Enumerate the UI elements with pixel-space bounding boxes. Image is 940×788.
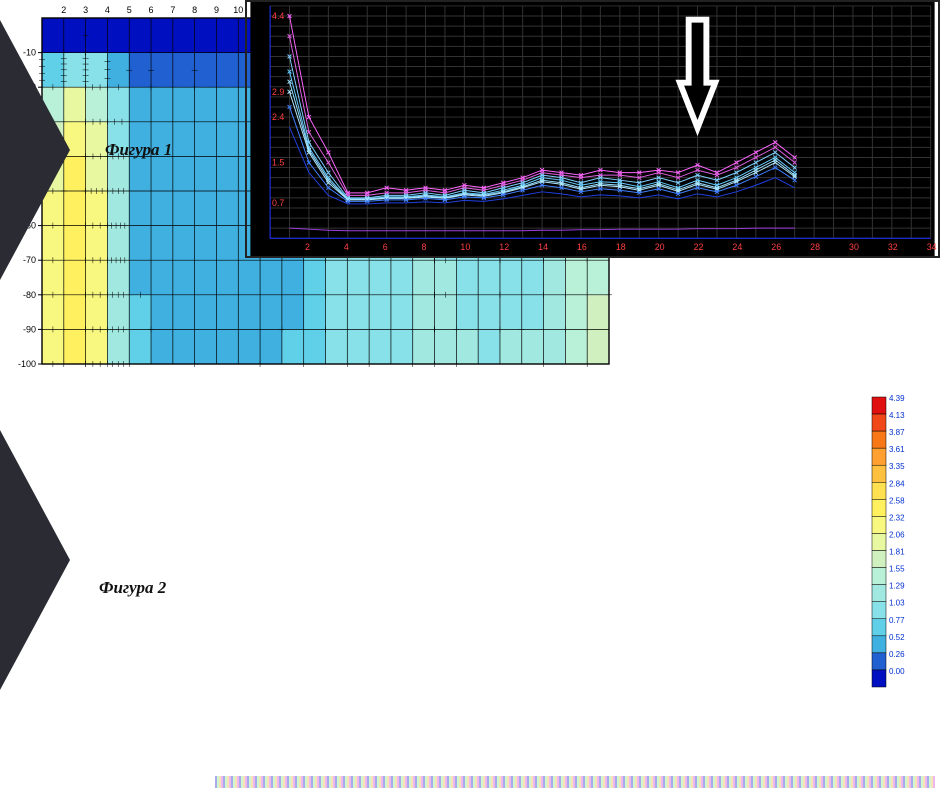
svg-text:2.58: 2.58 xyxy=(889,496,905,505)
svg-text:34: 34 xyxy=(927,242,937,252)
svg-text:1.55: 1.55 xyxy=(889,565,905,574)
svg-text:1.03: 1.03 xyxy=(889,599,905,608)
svg-text:7: 7 xyxy=(170,5,175,15)
svg-text:24: 24 xyxy=(732,242,742,252)
svg-text:-100: -100 xyxy=(18,359,36,369)
svg-text:4: 4 xyxy=(105,5,110,15)
svg-text:4.4: 4.4 xyxy=(272,11,284,21)
svg-text:22: 22 xyxy=(694,242,704,252)
svg-text:10: 10 xyxy=(233,5,243,15)
svg-text:30: 30 xyxy=(849,242,859,252)
svg-text:2.9: 2.9 xyxy=(272,87,284,97)
svg-text:1.81: 1.81 xyxy=(889,548,905,557)
svg-text:3.35: 3.35 xyxy=(889,462,905,471)
svg-text:2: 2 xyxy=(61,5,66,15)
svg-text:28: 28 xyxy=(810,242,820,252)
svg-text:2.32: 2.32 xyxy=(889,513,905,522)
svg-text:2: 2 xyxy=(305,242,310,252)
svg-text:0.7: 0.7 xyxy=(272,198,284,208)
svg-text:0.77: 0.77 xyxy=(889,616,905,625)
figure1-label: Фигура 1 xyxy=(105,140,172,160)
svg-text:12: 12 xyxy=(499,242,509,252)
svg-text:2.84: 2.84 xyxy=(889,479,905,488)
svg-text:9: 9 xyxy=(214,5,219,15)
svg-text:4: 4 xyxy=(344,242,349,252)
svg-text:-90: -90 xyxy=(23,324,36,334)
svg-text:0.26: 0.26 xyxy=(889,650,905,659)
svg-text:32: 32 xyxy=(888,242,898,252)
svg-text:3.61: 3.61 xyxy=(889,445,905,454)
svg-text:10: 10 xyxy=(460,242,470,252)
svg-text:0.52: 0.52 xyxy=(889,633,905,642)
svg-text:3: 3 xyxy=(83,5,88,15)
svg-text:18: 18 xyxy=(616,242,626,252)
svg-text:26: 26 xyxy=(771,242,781,252)
svg-text:1.5: 1.5 xyxy=(272,157,284,167)
svg-text:1.29: 1.29 xyxy=(889,582,905,591)
svg-text:8: 8 xyxy=(192,5,197,15)
svg-text:16: 16 xyxy=(577,242,587,252)
svg-text:0.00: 0.00 xyxy=(889,667,905,676)
svg-text:20: 20 xyxy=(655,242,665,252)
svg-text:6: 6 xyxy=(383,242,388,252)
svg-text:4.13: 4.13 xyxy=(889,411,905,420)
svg-text:4.39: 4.39 xyxy=(889,394,905,403)
svg-text:-80: -80 xyxy=(23,290,36,300)
svg-text:14: 14 xyxy=(538,242,548,252)
svg-text:2.4: 2.4 xyxy=(272,112,284,122)
svg-text:5: 5 xyxy=(127,5,132,15)
line-chart: 0.71.52.42.94.42468101214161820222426283… xyxy=(245,0,940,258)
svg-text:8: 8 xyxy=(422,242,427,252)
svg-text:6: 6 xyxy=(149,5,154,15)
decor-noise-bar xyxy=(215,776,935,788)
heatmap-legend: 4.39 4.13 3.87 3.61 3.35 2.84 2.58 2.32 2.06 1.81… xyxy=(870,392,920,692)
figure2-label: Фигура 2 xyxy=(99,578,166,598)
decor-chevron-1 xyxy=(0,20,70,280)
svg-text:3.87: 3.87 xyxy=(889,428,905,437)
decor-chevron-2 xyxy=(0,430,70,690)
svg-text:2.06: 2.06 xyxy=(889,530,905,539)
